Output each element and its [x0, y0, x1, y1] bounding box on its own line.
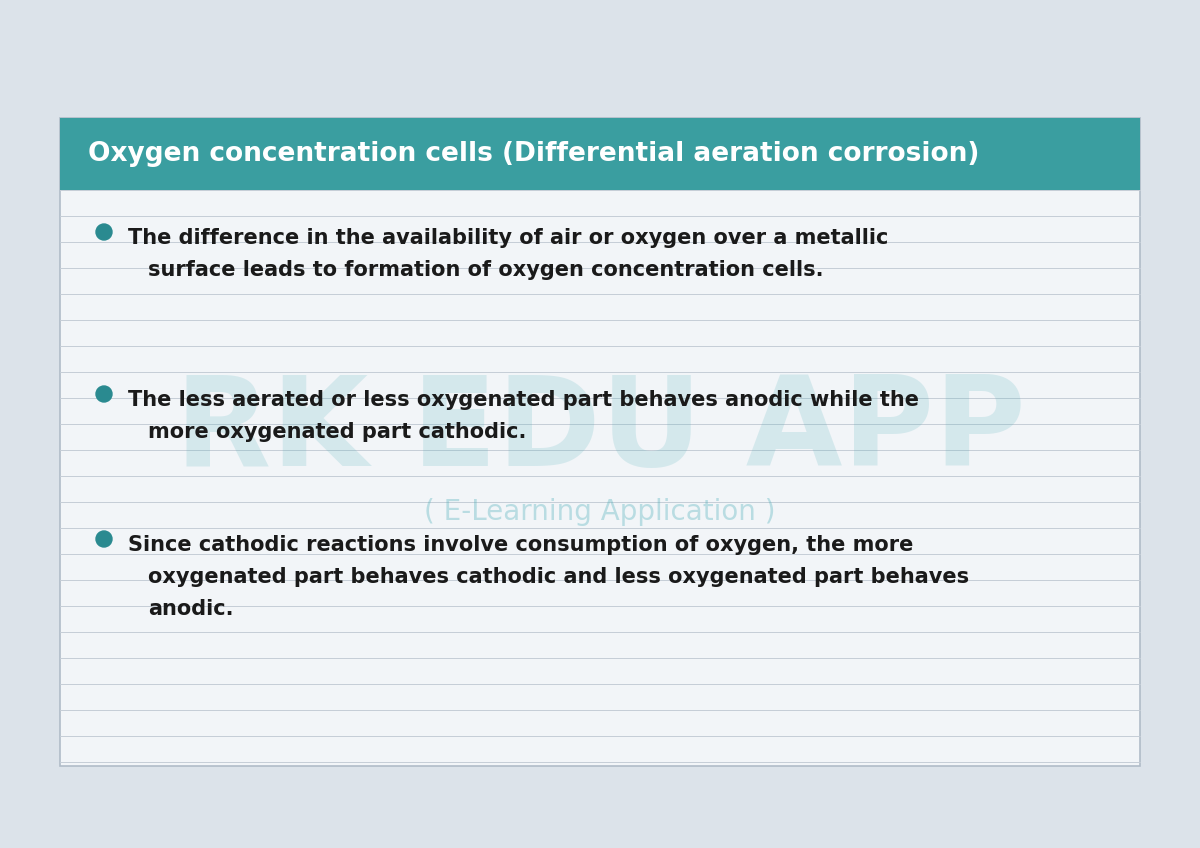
Text: The less aerated or less oxygenated part behaves anodic while the: The less aerated or less oxygenated part… — [128, 390, 919, 410]
Circle shape — [96, 531, 112, 547]
Text: Oxygen concentration cells (Differential aeration corrosion): Oxygen concentration cells (Differential… — [88, 141, 979, 167]
Text: RK EDU APP: RK EDU APP — [175, 371, 1025, 493]
Text: ( E-Learning Application ): ( E-Learning Application ) — [425, 498, 775, 526]
Text: The difference in the availability of air or oxygen over a metallic: The difference in the availability of ai… — [128, 228, 888, 248]
Circle shape — [96, 224, 112, 240]
Text: more oxygenated part cathodic.: more oxygenated part cathodic. — [148, 422, 527, 442]
Text: Since cathodic reactions involve consumption of oxygen, the more: Since cathodic reactions involve consump… — [128, 535, 913, 555]
FancyBboxPatch shape — [60, 118, 1140, 190]
FancyBboxPatch shape — [60, 118, 1140, 766]
Text: oxygenated part behaves cathodic and less oxygenated part behaves: oxygenated part behaves cathodic and les… — [148, 567, 970, 587]
Circle shape — [96, 386, 112, 402]
Text: surface leads to formation of oxygen concentration cells.: surface leads to formation of oxygen con… — [148, 260, 823, 280]
Text: anodic.: anodic. — [148, 599, 234, 619]
